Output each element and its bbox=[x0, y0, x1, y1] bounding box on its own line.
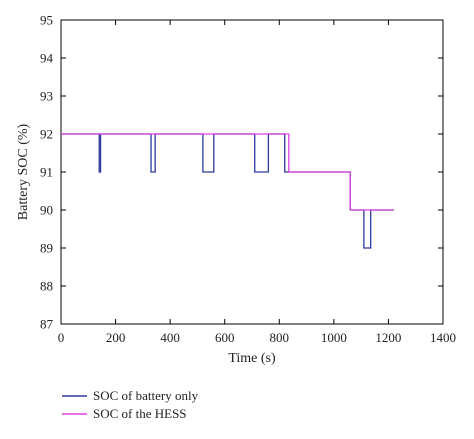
x-tick-label: 600 bbox=[215, 330, 235, 345]
x-tick-label: 200 bbox=[106, 330, 126, 345]
x-tick-label: 0 bbox=[58, 330, 65, 345]
x-tick-label: 400 bbox=[160, 330, 180, 345]
y-tick-label: 89 bbox=[40, 241, 53, 256]
x-axis-title: Time (s) bbox=[228, 351, 276, 366]
legend: SOC of battery only SOC of the HESS bbox=[62, 388, 199, 421]
y-tick-label: 92 bbox=[40, 127, 53, 142]
legend-label-hess: SOC of the HESS bbox=[93, 406, 187, 421]
plot-frame bbox=[60, 19, 444, 325]
y-tick-label: 91 bbox=[40, 165, 53, 180]
y-axis-title: Battery SOC (%) bbox=[16, 123, 31, 220]
y-tick-label: 94 bbox=[40, 51, 54, 66]
y-tick-label: 95 bbox=[40, 13, 53, 28]
x-tick-label: 1400 bbox=[430, 330, 456, 345]
x-tick-label: 1000 bbox=[321, 330, 347, 345]
x-tick-label: 1200 bbox=[375, 330, 401, 345]
series-layer bbox=[61, 133, 394, 249]
tick-labels: 0 200 400 600 800 1000 1200 1400 87 88 89 90 91 92 93 9… bbox=[40, 13, 456, 346]
x-tick-label: 800 bbox=[270, 330, 290, 345]
series-line-1 bbox=[61, 133, 394, 211]
series-line-0 bbox=[61, 133, 394, 249]
y-tick-label: 93 bbox=[40, 89, 53, 104]
axis-ticks bbox=[60, 19, 444, 325]
y-tick-label: 90 bbox=[40, 203, 53, 218]
legend-label-battery-only: SOC of battery only bbox=[93, 388, 199, 403]
y-tick-label: 88 bbox=[40, 279, 53, 294]
y-tick-label: 87 bbox=[40, 317, 54, 332]
